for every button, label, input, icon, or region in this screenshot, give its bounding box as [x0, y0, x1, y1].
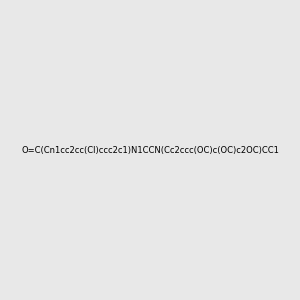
Text: O=C(Cn1cc2cc(Cl)ccc2c1)N1CCN(Cc2ccc(OC)c(OC)c2OC)CC1: O=C(Cn1cc2cc(Cl)ccc2c1)N1CCN(Cc2ccc(OC)c… — [21, 146, 279, 154]
